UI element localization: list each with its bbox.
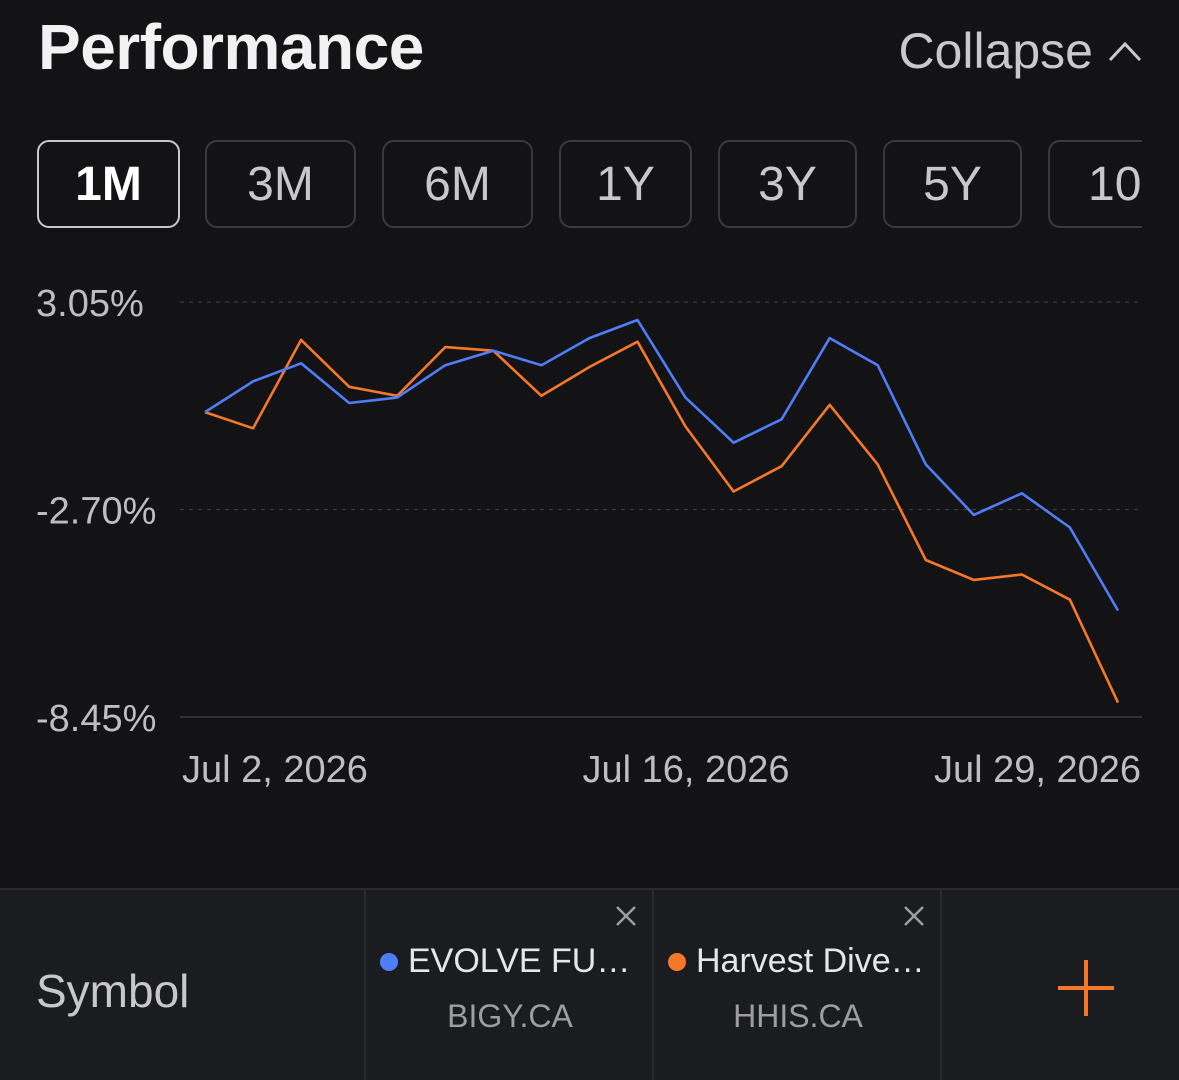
- series-color-dot: [380, 952, 398, 971]
- close-icon[interactable]: [900, 902, 928, 930]
- series-line-2: [204, 338, 1120, 704]
- series-color-dot: [668, 952, 686, 971]
- y-tick-label: -8.45%: [36, 698, 156, 740]
- symbol-card-2[interactable]: Harvest Diver… HHIS.CA: [652, 890, 942, 1080]
- page-title: Performance: [38, 11, 424, 83]
- symbol-bar: Symbol EVOLVE FUN… BIGY.CA Harvest Diver…: [0, 888, 1179, 1080]
- symbol-name-text: EVOLVE FUN…: [408, 942, 640, 980]
- period-tab-3y[interactable]: 3Y: [718, 140, 857, 228]
- performance-chart: 3.05% -2.70% -8.45% Jul 2, 2026 Jul 16, 2026…: [36, 283, 1142, 791]
- symbol-card-1[interactable]: EVOLVE FUN… BIGY.CA: [364, 890, 654, 1080]
- period-tab-1y[interactable]: 1Y: [559, 140, 692, 228]
- symbol-name: Harvest Diver…: [664, 942, 932, 981]
- x-tick-label: Jul 29, 2026: [934, 749, 1141, 791]
- period-tab-10y[interactable]: 10: [1048, 140, 1142, 228]
- symbol-label: Symbol: [36, 965, 190, 1017]
- symbol-name-text: Harvest Diver…: [696, 942, 928, 980]
- period-tab-1m[interactable]: 1M: [37, 140, 180, 228]
- period-selector: 1M 3M 6M 1Y 3Y 5Y 10: [0, 140, 1142, 234]
- x-tick-label: Jul 16, 2026: [582, 749, 789, 791]
- series-line-1: [204, 318, 1120, 612]
- chevron-up-icon: [1108, 41, 1142, 62]
- add-symbol-button[interactable]: [940, 890, 1179, 1080]
- close-icon[interactable]: [612, 902, 640, 930]
- plus-icon: [1058, 960, 1114, 1016]
- period-tab-5y[interactable]: 5Y: [883, 140, 1022, 228]
- symbol-name: EVOLVE FUN…: [376, 942, 644, 981]
- collapse-label: Collapse: [898, 23, 1093, 79]
- symbol-ticker: HHIS.CA: [733, 998, 863, 1034]
- collapse-button[interactable]: Collapse: [898, 22, 1143, 80]
- symbol-ticker: BIGY.CA: [447, 998, 573, 1034]
- header: Performance Collapse: [0, 0, 1179, 110]
- x-tick-label: Jul 2, 2026: [182, 749, 368, 791]
- period-tab-3m[interactable]: 3M: [205, 140, 356, 228]
- y-tick-label: 3.05%: [36, 283, 144, 325]
- y-tick-label: -2.70%: [36, 491, 156, 533]
- period-tab-6m[interactable]: 6M: [382, 140, 533, 228]
